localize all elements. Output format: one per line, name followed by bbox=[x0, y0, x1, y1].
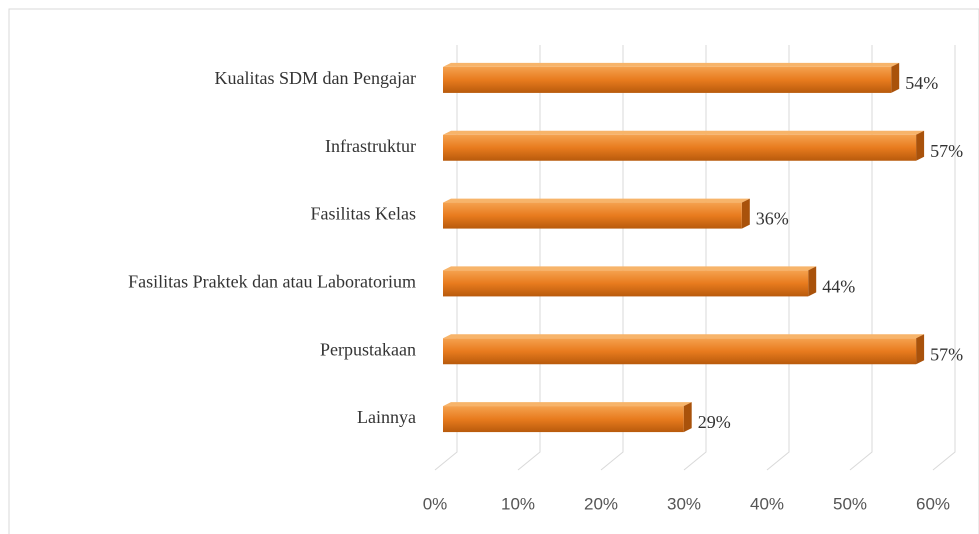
bar bbox=[443, 334, 925, 365]
value-label: 57% bbox=[930, 141, 963, 161]
category-label: Lainnya bbox=[357, 407, 416, 427]
grid-line bbox=[849, 45, 873, 471]
x-tick-label: 20% bbox=[584, 494, 618, 513]
category-label: Perpustakaan bbox=[320, 339, 416, 359]
x-tick-label: 30% bbox=[667, 494, 701, 513]
value-label: 57% bbox=[930, 344, 963, 364]
chart-border bbox=[8, 8, 979, 534]
value-label: 29% bbox=[698, 412, 731, 432]
grid-line bbox=[600, 45, 624, 471]
bar bbox=[443, 62, 900, 93]
bar bbox=[443, 266, 817, 297]
x-tick-label: 10% bbox=[501, 494, 535, 513]
grid-line bbox=[932, 45, 956, 471]
value-label: 36% bbox=[756, 209, 789, 229]
value-label: 54% bbox=[905, 73, 938, 93]
bar bbox=[443, 130, 925, 161]
grid-line bbox=[517, 45, 541, 471]
grid-line bbox=[766, 45, 790, 471]
x-tick-label: 50% bbox=[833, 494, 867, 513]
category-label: Fasilitas Kelas bbox=[311, 204, 417, 224]
x-tick-label: 40% bbox=[750, 494, 784, 513]
grid-line bbox=[434, 45, 458, 471]
category-label: Fasilitas Praktek dan atau Laboratorium bbox=[128, 272, 416, 292]
value-label: 44% bbox=[822, 277, 855, 297]
x-tick-label: 60% bbox=[916, 494, 950, 513]
bar bbox=[443, 198, 750, 229]
x-tick-label: 0% bbox=[423, 494, 448, 513]
bar bbox=[443, 402, 692, 433]
category-label: Infrastruktur bbox=[325, 136, 416, 156]
category-label: Kualitas SDM dan Pengajar bbox=[215, 68, 416, 88]
grid-line bbox=[683, 45, 707, 471]
